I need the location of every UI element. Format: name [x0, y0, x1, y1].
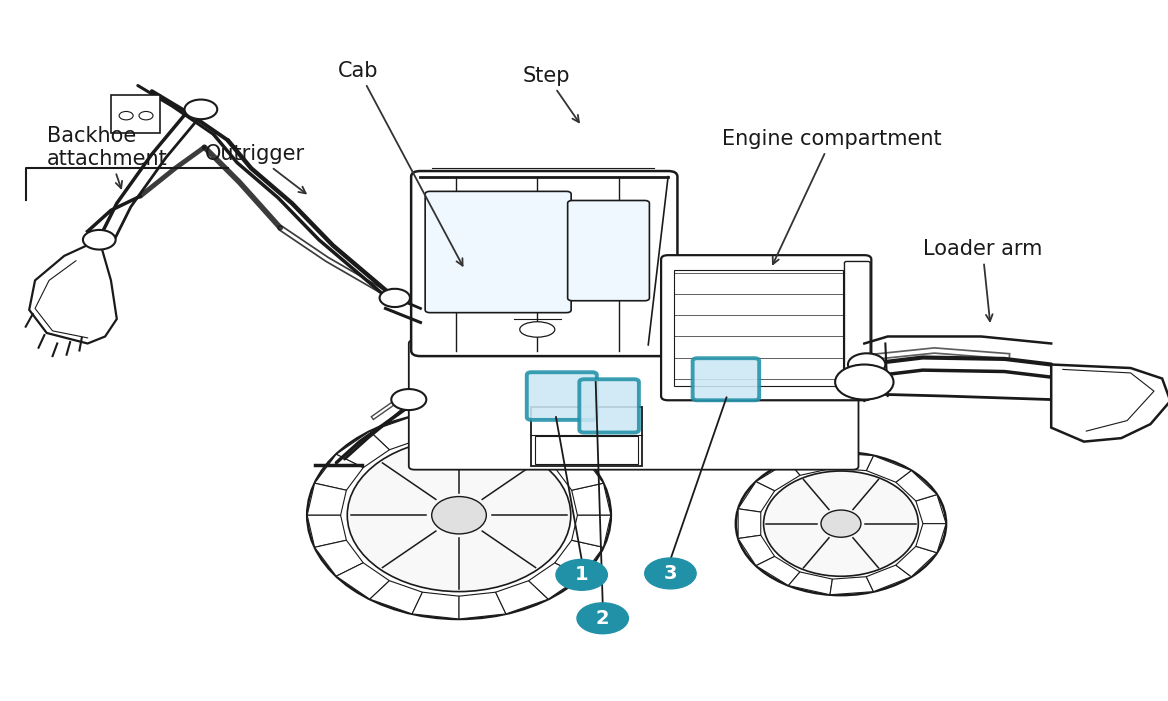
Polygon shape [336, 431, 389, 468]
Ellipse shape [821, 510, 861, 537]
Polygon shape [412, 411, 459, 438]
Polygon shape [412, 592, 459, 619]
Polygon shape [756, 462, 800, 491]
Text: Step: Step [523, 65, 579, 122]
Circle shape [556, 559, 607, 590]
Polygon shape [459, 592, 506, 619]
FancyBboxPatch shape [425, 191, 571, 313]
Text: Outrigger: Outrigger [204, 144, 306, 193]
Circle shape [139, 111, 153, 120]
FancyBboxPatch shape [693, 358, 759, 400]
Polygon shape [788, 572, 833, 594]
Bar [674, 270, 843, 386]
Circle shape [119, 111, 133, 120]
Polygon shape [307, 515, 347, 547]
Polygon shape [830, 453, 874, 470]
Text: 1: 1 [575, 565, 589, 585]
Text: Backhoe
attachment: Backhoe attachment [47, 125, 167, 189]
Polygon shape [571, 515, 611, 547]
Ellipse shape [432, 496, 486, 534]
Polygon shape [529, 563, 582, 599]
Circle shape [83, 230, 116, 250]
FancyBboxPatch shape [844, 261, 870, 394]
Polygon shape [459, 411, 506, 438]
Text: 3: 3 [663, 564, 677, 583]
Polygon shape [370, 580, 423, 614]
Polygon shape [738, 482, 774, 512]
Circle shape [577, 603, 628, 634]
Text: Engine compartment: Engine compartment [722, 128, 941, 264]
Polygon shape [495, 580, 548, 614]
FancyBboxPatch shape [411, 171, 677, 356]
Polygon shape [370, 416, 423, 450]
Bar [531, 407, 642, 466]
Polygon shape [867, 456, 911, 482]
Polygon shape [314, 454, 363, 490]
Polygon shape [571, 483, 611, 515]
Circle shape [391, 389, 426, 410]
Ellipse shape [347, 439, 571, 592]
Polygon shape [867, 565, 911, 592]
Ellipse shape [520, 322, 555, 337]
Polygon shape [336, 563, 389, 599]
Circle shape [380, 289, 410, 307]
Polygon shape [555, 540, 604, 576]
FancyBboxPatch shape [661, 255, 871, 400]
Polygon shape [830, 577, 874, 594]
FancyBboxPatch shape [579, 379, 639, 433]
Polygon shape [916, 524, 946, 552]
Polygon shape [896, 470, 937, 501]
Polygon shape [495, 416, 548, 450]
Text: 2: 2 [596, 608, 610, 628]
Text: Cab: Cab [339, 60, 463, 266]
Polygon shape [529, 431, 582, 468]
Polygon shape [555, 454, 604, 490]
Polygon shape [29, 240, 117, 343]
FancyBboxPatch shape [527, 372, 597, 420]
Polygon shape [307, 483, 347, 515]
Circle shape [185, 100, 217, 119]
Text: Loader arm: Loader arm [923, 239, 1042, 321]
Ellipse shape [736, 452, 946, 595]
Polygon shape [1051, 365, 1168, 442]
Circle shape [835, 365, 894, 400]
Polygon shape [314, 540, 363, 576]
FancyBboxPatch shape [409, 340, 858, 470]
Circle shape [848, 353, 885, 376]
Polygon shape [738, 536, 774, 566]
Polygon shape [738, 509, 760, 538]
Circle shape [645, 558, 696, 589]
Ellipse shape [764, 471, 918, 576]
Polygon shape [896, 546, 937, 577]
Bar [111, 95, 160, 133]
FancyBboxPatch shape [568, 200, 649, 301]
Polygon shape [916, 495, 946, 524]
Polygon shape [756, 557, 800, 585]
Polygon shape [788, 453, 833, 475]
Bar [535, 436, 638, 464]
Ellipse shape [307, 411, 611, 619]
